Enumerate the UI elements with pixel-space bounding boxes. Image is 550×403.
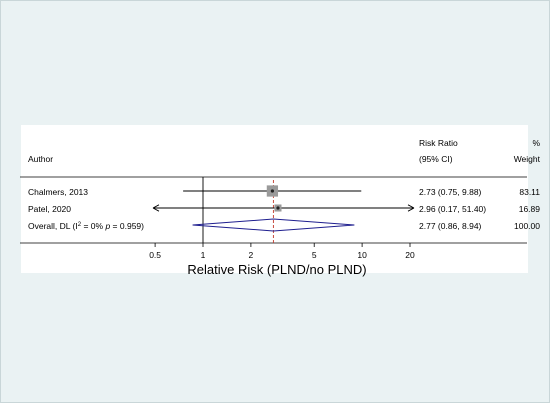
x-axis-title: Relative Risk (PLND/no PLND): [187, 262, 366, 277]
overall-diamond: [192, 218, 355, 232]
weight-header: Weight: [514, 154, 541, 164]
weight-overall: 100.00: [514, 221, 540, 231]
x-tick-label-1: 1: [201, 250, 206, 260]
weight-patel: 16.89: [519, 204, 541, 214]
plot-panel: [21, 125, 528, 273]
chart-marks: 0.5 1 2 5 10 20: [149, 177, 415, 260]
risk-ratio-header: Risk Ratio: [419, 138, 458, 148]
point-estimate-chalmers: [270, 189, 274, 193]
overall-label: Overall, DL (I2 = 0% p = 0.959): [28, 221, 144, 231]
ci-arrow-right-patel: [407, 204, 415, 212]
point-estimate-patel: [276, 206, 280, 210]
study-label-chalmers: Chalmers, 2013: [28, 187, 88, 197]
x-tick-label-2: 2: [249, 250, 254, 260]
weight-chalmers: 83.11: [519, 187, 540, 197]
study-label-patel: Patel, 2020: [28, 204, 71, 214]
ci-arrow-left-patel: [152, 204, 160, 212]
ci-header: (95% CI): [419, 154, 453, 164]
x-tick-label-5: 5: [312, 250, 317, 260]
ci-text-chalmers: 2.73 (0.75, 9.88): [419, 187, 482, 197]
ci-text-patel: 2.96 (0.17, 51.40): [419, 204, 486, 214]
x-tick-label-10: 10: [357, 250, 367, 260]
author-header: Author: [28, 154, 53, 164]
x-tick-label-20: 20: [405, 250, 415, 260]
ci-text-overall: 2.77 (0.86, 8.94): [419, 221, 482, 231]
weight-header-percent: %: [532, 138, 540, 148]
x-tick-label-0.5: 0.5: [149, 250, 161, 260]
